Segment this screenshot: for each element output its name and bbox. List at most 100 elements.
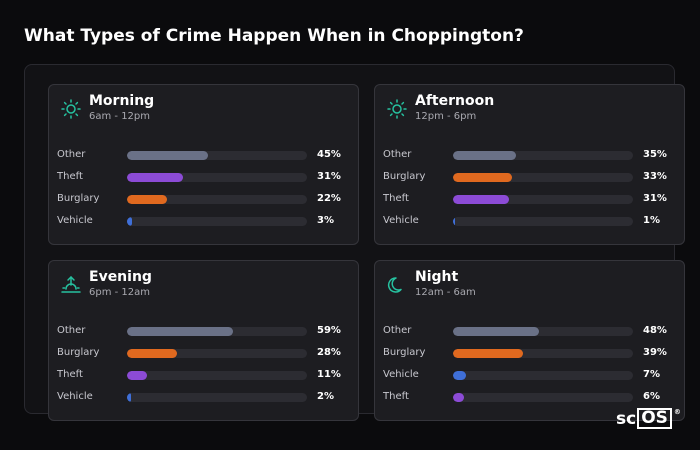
bar-track	[453, 195, 633, 204]
bar-row: Other 48%	[383, 323, 673, 345]
bar-row: Burglary 33%	[383, 169, 673, 191]
bar-rows: Other 35% Burglary 33% Theft 31% Vehicle 1%	[383, 147, 673, 235]
bar-theft	[127, 173, 183, 182]
bar-theft	[453, 393, 464, 402]
card-subtitle: 12am - 6am	[415, 287, 476, 298]
bar-rows: Other 48% Burglary 39% Vehicle 7% Theft 6%	[383, 323, 673, 411]
bar-track	[127, 195, 307, 204]
bar-row: Burglary 28%	[57, 345, 347, 367]
bar-track	[453, 151, 633, 160]
category-label: Other	[383, 149, 412, 160]
bar-other	[127, 327, 234, 336]
bar-track	[453, 327, 633, 336]
category-label: Theft	[57, 369, 83, 380]
card-afternoon: Afternoon 12pm - 6pm Other 35% Burglary 33%…	[374, 84, 685, 245]
bar-track	[127, 327, 307, 336]
value-label: 2%	[317, 391, 334, 402]
value-label: 48%	[643, 325, 667, 336]
bar-burglary	[453, 173, 513, 182]
bar-row: Theft 31%	[57, 169, 347, 191]
bar-other	[453, 151, 516, 160]
value-label: 28%	[317, 347, 341, 358]
value-label: 3%	[317, 215, 334, 226]
bar-track	[453, 393, 633, 402]
value-label: 33%	[643, 171, 667, 182]
bar-other	[453, 327, 540, 336]
bar-row: Theft 6%	[383, 389, 673, 411]
card-morning: Morning 6am - 12pm Other 45% Theft 31% Burgl…	[48, 84, 359, 245]
bar-track	[453, 371, 633, 380]
value-label: 22%	[317, 193, 341, 204]
card-title: Afternoon	[415, 93, 495, 109]
bar-row: Vehicle 2%	[57, 389, 347, 411]
category-label: Burglary	[383, 171, 426, 182]
bar-row: Theft 31%	[383, 191, 673, 213]
value-label: 1%	[643, 215, 660, 226]
scos-logo: sc OS ®	[616, 408, 681, 429]
bar-vehicle	[127, 393, 131, 402]
moon-icon	[387, 277, 402, 293]
bar-theft	[127, 371, 147, 380]
bar-track	[127, 217, 307, 226]
category-label: Burglary	[57, 193, 100, 204]
card-evening: Evening 6pm - 12am Other 59% Burglary 28% Th…	[48, 260, 359, 421]
category-label: Vehicle	[57, 391, 93, 402]
value-label: 35%	[643, 149, 667, 160]
chart-title: What Types of Crime Happen When in Chopp…	[24, 26, 524, 46]
logo-boxed: OS	[637, 408, 672, 429]
category-label: Vehicle	[383, 215, 419, 226]
bar-burglary	[127, 349, 178, 358]
bar-row: Vehicle 3%	[57, 213, 347, 235]
category-label: Vehicle	[383, 369, 419, 380]
category-label: Other	[383, 325, 412, 336]
category-label: Theft	[383, 193, 409, 204]
bar-track	[127, 393, 307, 402]
bar-rows: Other 59% Burglary 28% Theft 11% Vehicle 2%	[57, 323, 347, 411]
card-title: Night	[415, 269, 459, 285]
bar-row: Vehicle 7%	[383, 367, 673, 389]
sun-icon	[61, 99, 81, 119]
bar-vehicle	[453, 371, 466, 380]
category-label: Theft	[383, 391, 409, 402]
category-label: Other	[57, 325, 86, 336]
value-label: 31%	[317, 171, 341, 182]
bar-row: Other 59%	[57, 323, 347, 345]
value-label: 31%	[643, 193, 667, 204]
value-label: 11%	[317, 369, 341, 380]
bar-vehicle	[453, 217, 455, 226]
category-label: Other	[57, 149, 86, 160]
bar-track	[127, 371, 307, 380]
value-label: 39%	[643, 347, 667, 358]
card-subtitle: 6pm - 12am	[89, 287, 151, 298]
bar-row: Burglary 22%	[57, 191, 347, 213]
value-label: 45%	[317, 149, 341, 160]
bar-row: Vehicle 1%	[383, 213, 673, 235]
category-label: Burglary	[383, 347, 426, 358]
sun-icon	[387, 99, 407, 119]
bar-track	[127, 173, 307, 182]
category-label: Burglary	[57, 347, 100, 358]
bar-row: Other 45%	[57, 147, 347, 169]
value-label: 7%	[643, 369, 660, 380]
bar-vehicle	[127, 217, 133, 226]
bar-track	[127, 151, 307, 160]
bar-row: Burglary 39%	[383, 345, 673, 367]
sunset-icon	[61, 275, 81, 293]
bar-burglary	[453, 349, 524, 358]
bar-track	[127, 349, 307, 358]
bar-rows: Other 45% Theft 31% Burglary 22% Vehicle 3%	[57, 147, 347, 235]
logo-registered-mark: ®	[673, 407, 681, 416]
bar-theft	[453, 195, 509, 204]
bar-track	[453, 217, 633, 226]
bar-row: Other 35%	[383, 147, 673, 169]
bar-track	[453, 173, 633, 182]
bar-burglary	[127, 195, 167, 204]
card-subtitle: 12pm - 6pm	[415, 111, 477, 122]
card-title: Morning	[89, 93, 155, 109]
value-label: 6%	[643, 391, 660, 402]
bar-row: Theft 11%	[57, 367, 347, 389]
logo-prefix: sc	[616, 408, 637, 429]
bar-track	[453, 349, 633, 358]
category-label: Vehicle	[57, 215, 93, 226]
category-label: Theft	[57, 171, 83, 182]
